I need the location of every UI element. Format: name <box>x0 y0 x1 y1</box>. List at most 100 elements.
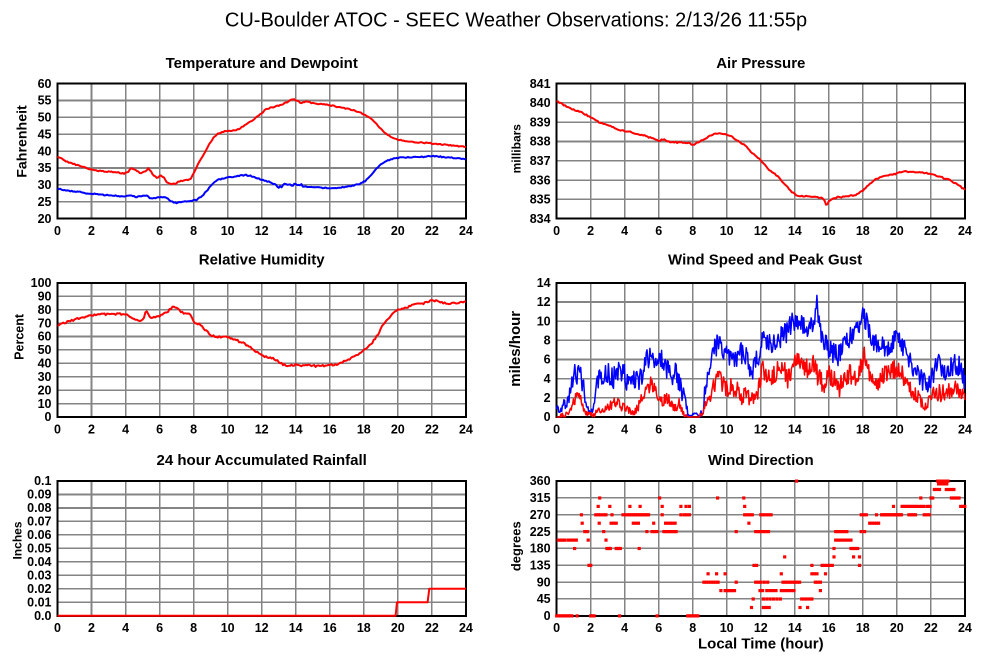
svg-text:Fahrenheit: Fahrenheit <box>15 105 31 178</box>
svg-text:2: 2 <box>587 621 594 635</box>
svg-text:24: 24 <box>459 423 473 437</box>
svg-text:12: 12 <box>255 621 269 635</box>
svg-text:22: 22 <box>924 621 938 635</box>
svg-text:10: 10 <box>221 423 235 437</box>
svg-text:16: 16 <box>323 621 337 635</box>
svg-text:8: 8 <box>190 423 197 437</box>
svg-text:Wind Speed and Peak Gust: Wind Speed and Peak Gust <box>668 252 862 269</box>
svg-text:4: 4 <box>122 224 129 238</box>
svg-text:8: 8 <box>190 621 197 635</box>
svg-text:24: 24 <box>459 621 473 635</box>
svg-text:14: 14 <box>788 423 802 437</box>
svg-text:0.0: 0.0 <box>34 609 51 623</box>
svg-text:4: 4 <box>621 224 628 238</box>
svg-text:18: 18 <box>856 224 870 238</box>
svg-text:0: 0 <box>54 621 61 635</box>
svg-text:50: 50 <box>38 343 52 357</box>
svg-text:20: 20 <box>391 224 405 238</box>
svg-text:0.02: 0.02 <box>27 582 51 596</box>
svg-text:CU-Boulder ATOC - SEEC Weather: CU-Boulder ATOC - SEEC Weather Observati… <box>225 10 807 32</box>
svg-text:835: 835 <box>530 193 551 207</box>
svg-text:10: 10 <box>720 423 734 437</box>
svg-text:90: 90 <box>537 575 551 589</box>
svg-text:10: 10 <box>720 621 734 635</box>
svg-text:16: 16 <box>822 423 836 437</box>
svg-text:225: 225 <box>530 525 551 539</box>
svg-text:18: 18 <box>357 224 371 238</box>
svg-text:90: 90 <box>38 289 52 303</box>
svg-text:839: 839 <box>530 115 551 129</box>
svg-text:Wind Direction: Wind Direction <box>708 452 814 469</box>
svg-text:8: 8 <box>190 224 197 238</box>
svg-text:6: 6 <box>655 224 662 238</box>
svg-text:4: 4 <box>621 423 628 437</box>
svg-text:0: 0 <box>544 410 551 424</box>
svg-text:841: 841 <box>530 77 551 91</box>
svg-text:35: 35 <box>38 161 52 175</box>
svg-text:14: 14 <box>788 621 802 635</box>
svg-text:degrees: degrees <box>508 521 523 571</box>
svg-text:12: 12 <box>754 621 768 635</box>
svg-text:4: 4 <box>122 423 129 437</box>
svg-text:12: 12 <box>255 423 269 437</box>
svg-text:360: 360 <box>530 474 551 488</box>
svg-text:70: 70 <box>38 316 52 330</box>
svg-text:16: 16 <box>323 423 337 437</box>
svg-text:50: 50 <box>38 111 52 125</box>
svg-text:836: 836 <box>530 173 551 187</box>
svg-text:2: 2 <box>587 224 594 238</box>
svg-text:45: 45 <box>537 592 551 606</box>
svg-text:837: 837 <box>530 154 551 168</box>
svg-text:838: 838 <box>530 135 551 149</box>
svg-text:270: 270 <box>530 508 551 522</box>
svg-text:0.03: 0.03 <box>27 569 51 583</box>
svg-text:0.09: 0.09 <box>27 488 51 502</box>
svg-text:12: 12 <box>754 224 768 238</box>
svg-text:20: 20 <box>38 383 52 397</box>
svg-text:6: 6 <box>156 621 163 635</box>
svg-text:55: 55 <box>38 94 52 108</box>
svg-text:10: 10 <box>720 224 734 238</box>
svg-text:22: 22 <box>425 621 439 635</box>
svg-text:16: 16 <box>323 224 337 238</box>
svg-text:22: 22 <box>924 423 938 437</box>
svg-text:14: 14 <box>537 276 551 290</box>
svg-text:16: 16 <box>822 224 836 238</box>
svg-text:22: 22 <box>924 224 938 238</box>
svg-text:0.08: 0.08 <box>27 501 51 515</box>
svg-text:6: 6 <box>544 353 551 367</box>
svg-text:60: 60 <box>38 77 52 91</box>
svg-text:60: 60 <box>38 330 52 344</box>
svg-text:4: 4 <box>122 621 129 635</box>
svg-text:24: 24 <box>958 423 972 437</box>
svg-text:12: 12 <box>255 224 269 238</box>
svg-text:100: 100 <box>31 276 52 290</box>
svg-text:80: 80 <box>38 303 52 317</box>
svg-text:8: 8 <box>689 423 696 437</box>
svg-text:Temperature and Dewpoint: Temperature and Dewpoint <box>166 55 358 72</box>
svg-text:6: 6 <box>156 423 163 437</box>
svg-text:0: 0 <box>553 621 560 635</box>
svg-text:18: 18 <box>856 621 870 635</box>
svg-text:0.1: 0.1 <box>34 474 51 488</box>
svg-text:22: 22 <box>425 423 439 437</box>
svg-text:840: 840 <box>530 96 551 110</box>
svg-text:Percent: Percent <box>12 313 26 360</box>
svg-text:20: 20 <box>890 423 904 437</box>
svg-text:0.05: 0.05 <box>27 542 51 556</box>
svg-text:4: 4 <box>544 372 551 386</box>
svg-text:30: 30 <box>38 370 52 384</box>
svg-text:Inches: Inches <box>11 521 25 559</box>
svg-text:14: 14 <box>289 423 303 437</box>
svg-text:Local Time (hour): Local Time (hour) <box>698 636 824 653</box>
svg-text:0.06: 0.06 <box>27 528 51 542</box>
svg-text:18: 18 <box>357 621 371 635</box>
svg-text:40: 40 <box>38 144 52 158</box>
svg-text:24: 24 <box>958 621 972 635</box>
svg-text:834: 834 <box>530 212 551 226</box>
svg-text:25: 25 <box>38 195 52 209</box>
svg-text:180: 180 <box>530 542 551 556</box>
svg-text:45: 45 <box>38 128 52 142</box>
svg-text:16: 16 <box>822 621 836 635</box>
svg-text:0.07: 0.07 <box>27 515 51 529</box>
